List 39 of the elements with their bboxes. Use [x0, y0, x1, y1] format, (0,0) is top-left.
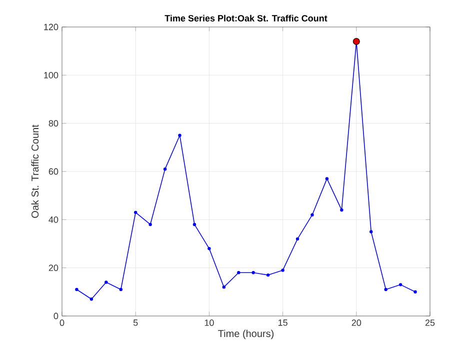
- point: [252, 271, 255, 274]
- y-axis-title: Oak St. Traffic Count: [31, 124, 39, 218]
- x-tick-label: 25: [425, 320, 435, 326]
- point: [90, 298, 94, 301]
- y-tick-label: 120: [44, 24, 58, 30]
- point: [192, 222, 196, 226]
- point: [281, 268, 284, 272]
- point: [222, 285, 226, 289]
- point: [178, 134, 182, 137]
- y-tick-label: 80: [48, 120, 58, 127]
- point: [134, 210, 138, 214]
- point: [340, 208, 344, 212]
- y-tick-label: 40: [48, 216, 58, 223]
- y-tick-label: 100: [44, 72, 58, 78]
- y-tick-label: 60: [48, 168, 58, 175]
- x-tick-label: 5: [133, 320, 138, 326]
- point: [370, 230, 373, 234]
- point: [414, 290, 417, 294]
- point: [266, 273, 270, 277]
- x-tick-label: 10: [204, 320, 214, 326]
- point: [296, 237, 300, 241]
- x-tick-label: 20: [352, 320, 362, 326]
- chart-title: Time Series Plot:Oak St. Traffic Count: [164, 14, 328, 22]
- y-tick-label: 0: [54, 312, 58, 320]
- point: [384, 288, 388, 292]
- point: [325, 177, 329, 180]
- x-axis-title: Time (hours): [218, 330, 274, 340]
- x-tick-label: 15: [278, 320, 288, 326]
- point: [310, 213, 314, 216]
- point: [398, 283, 402, 286]
- y-tick-label: 20: [48, 264, 58, 272]
- point: [237, 271, 240, 274]
- point: [119, 288, 122, 292]
- point: [75, 288, 78, 292]
- point: [163, 167, 167, 171]
- x-tick-label: 0: [60, 320, 64, 326]
- point: [148, 222, 152, 226]
- point: [208, 246, 211, 250]
- point: [104, 280, 108, 284]
